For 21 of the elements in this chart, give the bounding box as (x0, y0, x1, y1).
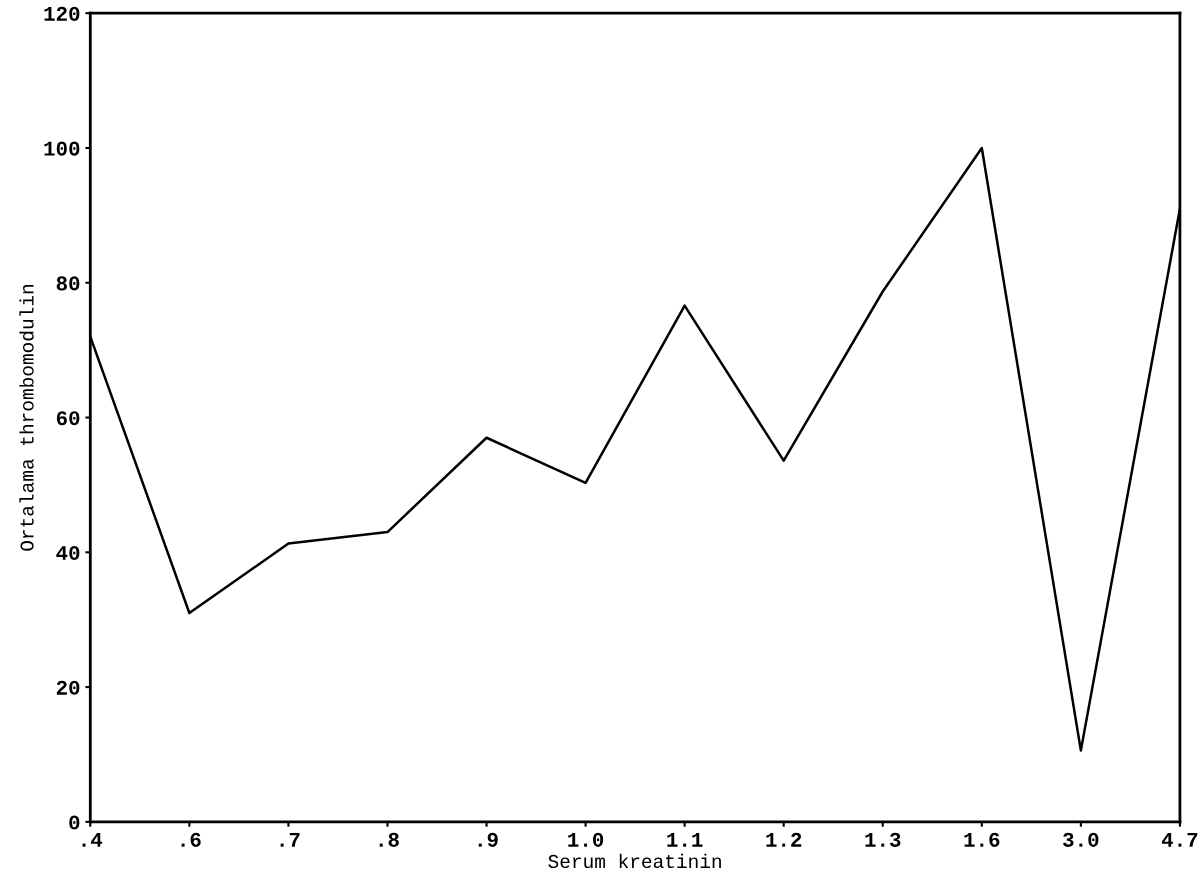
x-tick-label: .6 (181, 832, 201, 847)
x-tick-label: 1.0 (568, 832, 604, 847)
x-axis-title: Serum kreatinin (548, 853, 721, 869)
x-tick-label: .8 (379, 832, 399, 847)
y-tick-label: 60 (56, 411, 80, 426)
x-tick-label: .9 (478, 832, 498, 847)
y-tick-label: 120 (44, 6, 80, 21)
y-tick-label: 80 (56, 276, 80, 291)
x-tick-label: 1.3 (865, 832, 901, 847)
x-tick-label: .4 (82, 832, 103, 847)
y-tick-label: 0 (69, 815, 80, 830)
x-tick-label: .7 (280, 832, 300, 847)
y-tick-label: 100 (44, 141, 80, 156)
y-tick-label: 40 (56, 545, 80, 561)
y-axis-title: Ortalama thrombomodulin (19, 285, 34, 551)
y-tick-label: 20 (56, 680, 80, 695)
x-tick-label: 3.0 (1063, 832, 1099, 847)
x-tick-label: 4.7 (1161, 832, 1198, 847)
x-tick-label: 1.1 (667, 832, 703, 847)
x-tick-label: 1.2 (766, 832, 802, 847)
x-tick-label: 1.6 (964, 832, 1000, 847)
